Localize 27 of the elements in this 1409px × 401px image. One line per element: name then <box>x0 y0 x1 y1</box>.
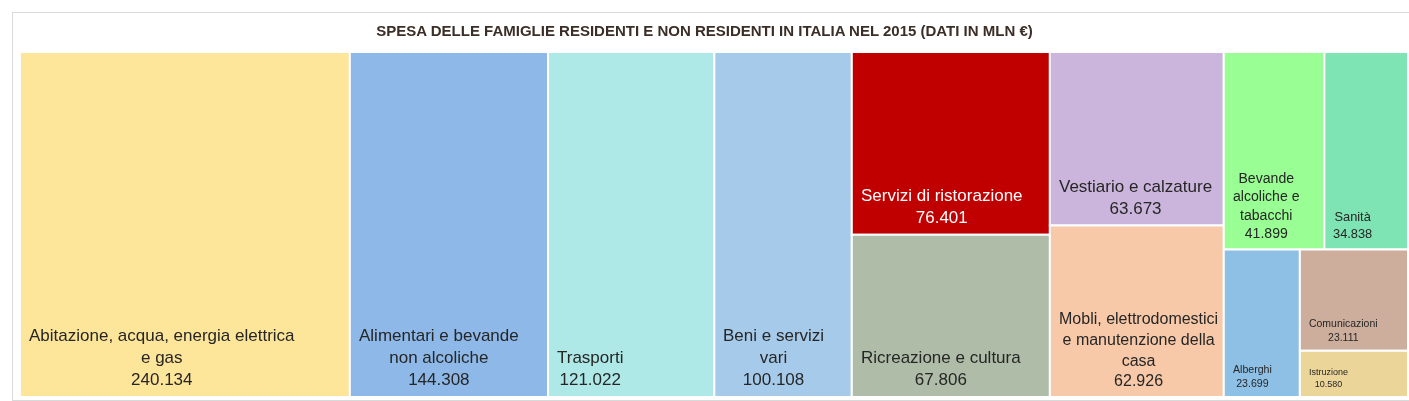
data-label: 23.699 <box>1236 376 1269 389</box>
data-label: 23.111 <box>1328 331 1359 343</box>
data-label: 41.899 <box>1244 224 1288 241</box>
data-label: 67.806 <box>914 370 967 390</box>
data-label: 76.401 <box>915 208 968 228</box>
data-label: 10.580 <box>1314 378 1343 389</box>
category-label: Alberghi <box>1233 363 1272 375</box>
category-label: Servizi di ristorazione <box>861 186 1023 205</box>
category-label: Trasporti <box>557 348 624 367</box>
data-label: 62.926 <box>1114 372 1164 390</box>
data-label: 100.108 <box>742 370 805 390</box>
data-label: 240.134 <box>131 370 193 390</box>
category-label: Vestiario e calzature <box>1059 177 1213 196</box>
category-label: Mobli, elettrodomestici e manutenzione della casa <box>1059 310 1219 369</box>
category-label: Beni e servizi vari <box>723 326 825 368</box>
data-label: 34.838 <box>1333 225 1373 241</box>
category-label: Sanità <box>1334 209 1372 224</box>
data-label: 63.673 <box>1109 199 1162 219</box>
category-label: Alimentari e bevande non alcoliche <box>359 326 519 368</box>
category-label: Bevande alcoliche e tabacchi <box>1233 170 1300 223</box>
category-label: Ricreazione e cultura <box>861 348 1022 367</box>
category-label: Abitazione, acqua, energia elettrica e gas <box>29 326 296 368</box>
category-label: Istruzione <box>1309 367 1349 377</box>
category-label: Comunicazioni <box>1309 318 1378 329</box>
data-label: 144.308 <box>408 370 470 390</box>
data-label: 121.022 <box>559 370 621 390</box>
text: SPESA DELLE FAMIGLIE RESIDENTI E NON RESIDENTI IN ITALIA NEL 2015 (DATI IN MLN €) <box>376 22 1033 40</box>
